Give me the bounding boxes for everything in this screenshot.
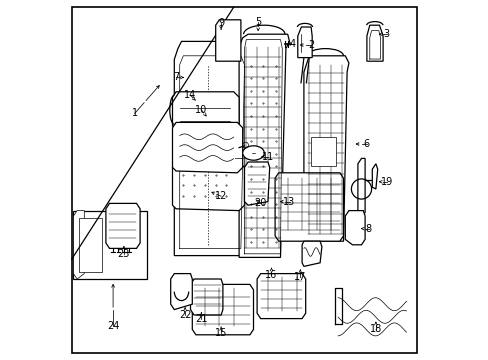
Polygon shape <box>366 25 382 61</box>
Text: 16: 16 <box>265 270 277 280</box>
Polygon shape <box>174 41 249 256</box>
Text: 5: 5 <box>255 17 261 27</box>
Text: 15: 15 <box>214 328 227 338</box>
Text: 23: 23 <box>118 249 130 259</box>
Polygon shape <box>172 162 244 211</box>
Text: 20: 20 <box>254 198 266 208</box>
Polygon shape <box>170 274 192 310</box>
Text: 11: 11 <box>261 152 273 162</box>
Polygon shape <box>192 284 253 335</box>
Polygon shape <box>257 274 305 319</box>
Text: 2: 2 <box>307 40 314 50</box>
Ellipse shape <box>242 146 264 160</box>
Text: 6: 6 <box>363 139 369 149</box>
Text: 21: 21 <box>195 314 207 324</box>
Text: 17: 17 <box>293 272 306 282</box>
Text: 4: 4 <box>289 39 296 49</box>
Polygon shape <box>172 92 239 130</box>
Polygon shape <box>215 20 241 61</box>
Text: 19: 19 <box>380 177 392 187</box>
Text: 12: 12 <box>214 191 227 201</box>
Bar <box>73 211 147 279</box>
Text: 24: 24 <box>107 321 119 331</box>
Polygon shape <box>172 122 242 173</box>
Polygon shape <box>244 162 269 205</box>
Text: 10: 10 <box>195 105 207 115</box>
Polygon shape <box>73 211 84 279</box>
Text: 14: 14 <box>184 90 196 100</box>
Text: 8: 8 <box>365 224 371 234</box>
Text: 22: 22 <box>179 310 191 320</box>
Polygon shape <box>345 211 365 245</box>
Text: 18: 18 <box>369 324 381 334</box>
Text: 9: 9 <box>218 18 224 28</box>
Polygon shape <box>275 173 343 241</box>
Bar <box>79 218 102 272</box>
Bar <box>310 137 336 166</box>
Polygon shape <box>357 158 365 218</box>
Polygon shape <box>303 56 348 241</box>
Text: 3: 3 <box>383 29 389 39</box>
Polygon shape <box>302 241 321 266</box>
Text: 1: 1 <box>131 108 138 118</box>
Polygon shape <box>371 164 377 189</box>
Text: 13: 13 <box>283 197 295 207</box>
Polygon shape <box>297 27 311 58</box>
Polygon shape <box>190 279 223 315</box>
Text: 7: 7 <box>173 72 179 82</box>
Polygon shape <box>239 34 289 257</box>
Polygon shape <box>106 203 140 248</box>
